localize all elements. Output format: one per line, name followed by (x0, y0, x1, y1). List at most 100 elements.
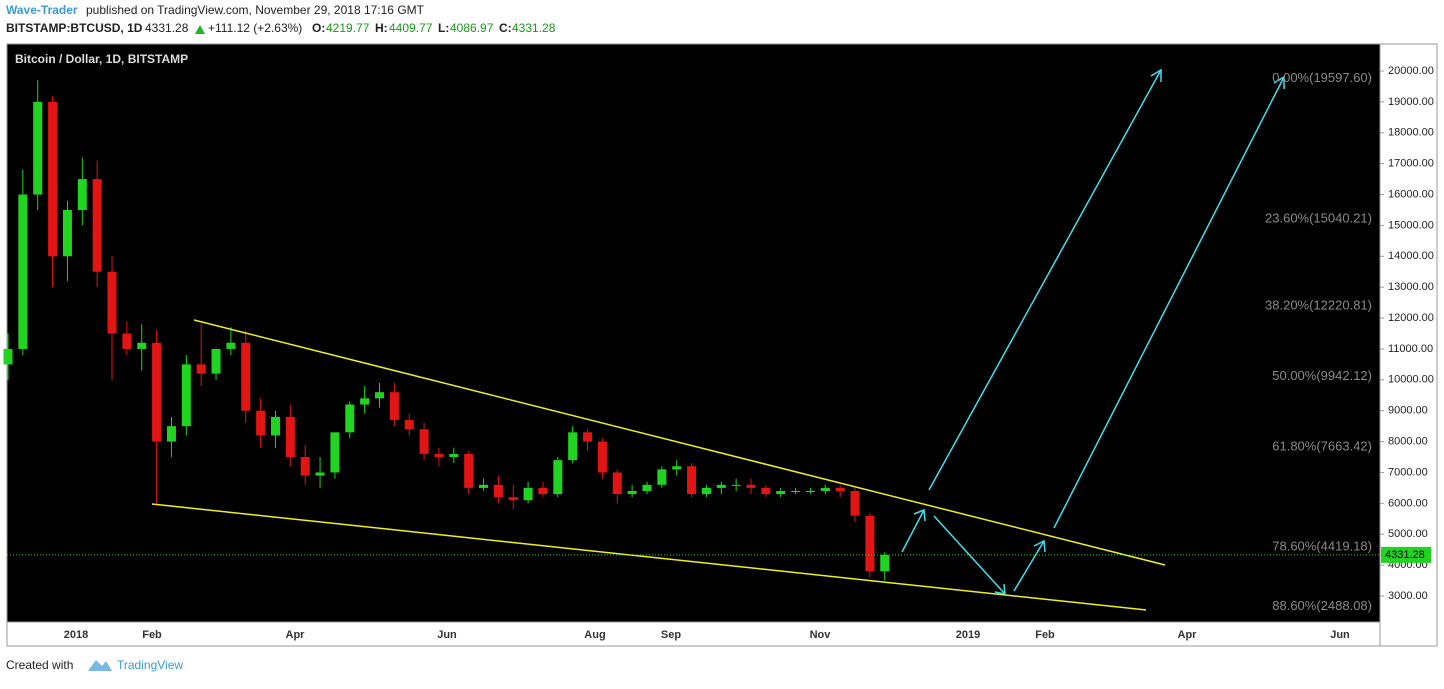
candle-body (538, 487, 548, 495)
author[interactable]: Wave-Trader (6, 3, 78, 17)
fib-label: 61.80%(7663.42) (1272, 438, 1372, 453)
x-tick-label: Jun (1330, 629, 1350, 641)
change: +111.12 (+2.63%) (208, 21, 302, 35)
candle-body (137, 342, 147, 349)
candle-body (92, 179, 102, 272)
fib-label: 78.60%(4419.18) (1272, 539, 1372, 554)
candle-body (285, 416, 295, 458)
candle-body (241, 342, 251, 411)
candle-body (389, 392, 399, 420)
projection-arrows (901, 68, 1285, 595)
y-tick-label: 10000.00 (1388, 374, 1434, 386)
x-tick-label: Nov (810, 629, 832, 641)
y-tick-label: 11000.00 (1388, 343, 1433, 355)
candle-body (583, 432, 593, 442)
y-tick-label: 12000.00 (1388, 312, 1434, 324)
arrow (901, 509, 925, 553)
candle-body (835, 487, 845, 491)
candle-body (642, 484, 652, 491)
lower-trendline (151, 503, 1147, 611)
candle-body (152, 342, 162, 442)
fib-label: 88.60%(2488.08) (1272, 598, 1372, 613)
y-tick-label: 3000.00 (1388, 590, 1428, 602)
y-tick-label: 16000.00 (1388, 188, 1434, 200)
fib-label: 0.00%(19597.60) (1272, 70, 1372, 85)
candle-body (553, 460, 563, 495)
candle-body (434, 453, 444, 458)
candle-body (270, 416, 280, 436)
candle-body (330, 432, 340, 473)
candle-body (464, 453, 474, 488)
arrow-head (913, 508, 926, 522)
candle-body (315, 472, 325, 476)
x-tick-label: Jun (437, 629, 457, 641)
candle-body (657, 469, 667, 485)
close-label: C: (499, 21, 512, 35)
candle-body (256, 410, 266, 436)
last-price-label: 4331.28 (1385, 549, 1425, 561)
price: 4331.28 (145, 21, 189, 35)
candle-body (523, 487, 533, 501)
x-tick-label: 2018 (64, 629, 88, 641)
frame (6, 43, 1438, 647)
candle-body (672, 466, 682, 470)
candle-body (880, 554, 890, 572)
brand[interactable]: TradingView (117, 658, 183, 672)
wedge (151, 319, 1166, 611)
x-tick-label: 2019 (956, 629, 980, 641)
candle-body (166, 426, 176, 442)
marks (3, 80, 890, 581)
arrow (933, 515, 1006, 595)
candle-body (62, 209, 72, 257)
y-tick-label: 19000.00 (1388, 96, 1434, 108)
candle-body (419, 429, 429, 454)
candle-body (18, 194, 28, 349)
logo (88, 660, 112, 671)
high: 4409.77 (389, 21, 433, 35)
candle-body (211, 348, 221, 374)
candle-body (776, 490, 786, 495)
y-tick-label: 15000.00 (1388, 219, 1434, 231)
candle-body (627, 490, 637, 495)
x-tick-label: Feb (142, 629, 162, 641)
candle-body (493, 484, 503, 498)
candle-body (77, 179, 87, 210)
candle-body (360, 398, 370, 405)
x-tick-label: Apr (1178, 629, 1198, 641)
candle-body (375, 392, 384, 399)
candle-body (746, 484, 756, 488)
y-tick-label: 6000.00 (1388, 497, 1428, 509)
candle-body (48, 101, 58, 257)
arrow (1013, 540, 1045, 592)
candle-body (805, 490, 815, 492)
candle-body (820, 487, 830, 491)
candle-body (449, 453, 459, 458)
candle-body (508, 497, 518, 501)
candle-body (404, 419, 414, 430)
up-arrow (195, 25, 205, 34)
published: published on TradingView.com, November 2… (86, 3, 425, 17)
x-tick-label: Feb (1035, 629, 1055, 641)
ohlc-bar: BITSTAMP:BTCUSD, 1D 4331.28 +111.12 (+2.… (6, 21, 556, 35)
arrow-head (1273, 75, 1285, 89)
y-tick-label: 14000.00 (1388, 250, 1434, 262)
candle-body (687, 466, 697, 495)
candle-body (122, 333, 132, 349)
y-tick-label: 7000.00 (1388, 466, 1428, 478)
candle-body (300, 457, 310, 476)
candle-body (3, 348, 13, 365)
candle-body (716, 484, 726, 488)
x-tick-label: Apr (286, 629, 306, 641)
arrow (928, 69, 1162, 491)
open-label: O: (312, 21, 325, 35)
low-label: L: (438, 21, 449, 35)
y-tick-label: 9000.00 (1388, 405, 1428, 417)
high-label: H: (375, 21, 388, 35)
y-tick-label: 8000.00 (1388, 435, 1428, 447)
candle-body (33, 101, 43, 195)
candle-body (791, 490, 801, 492)
last-price-tag (1381, 546, 1431, 563)
arrow-head (1150, 68, 1162, 82)
candle-body (568, 432, 578, 461)
